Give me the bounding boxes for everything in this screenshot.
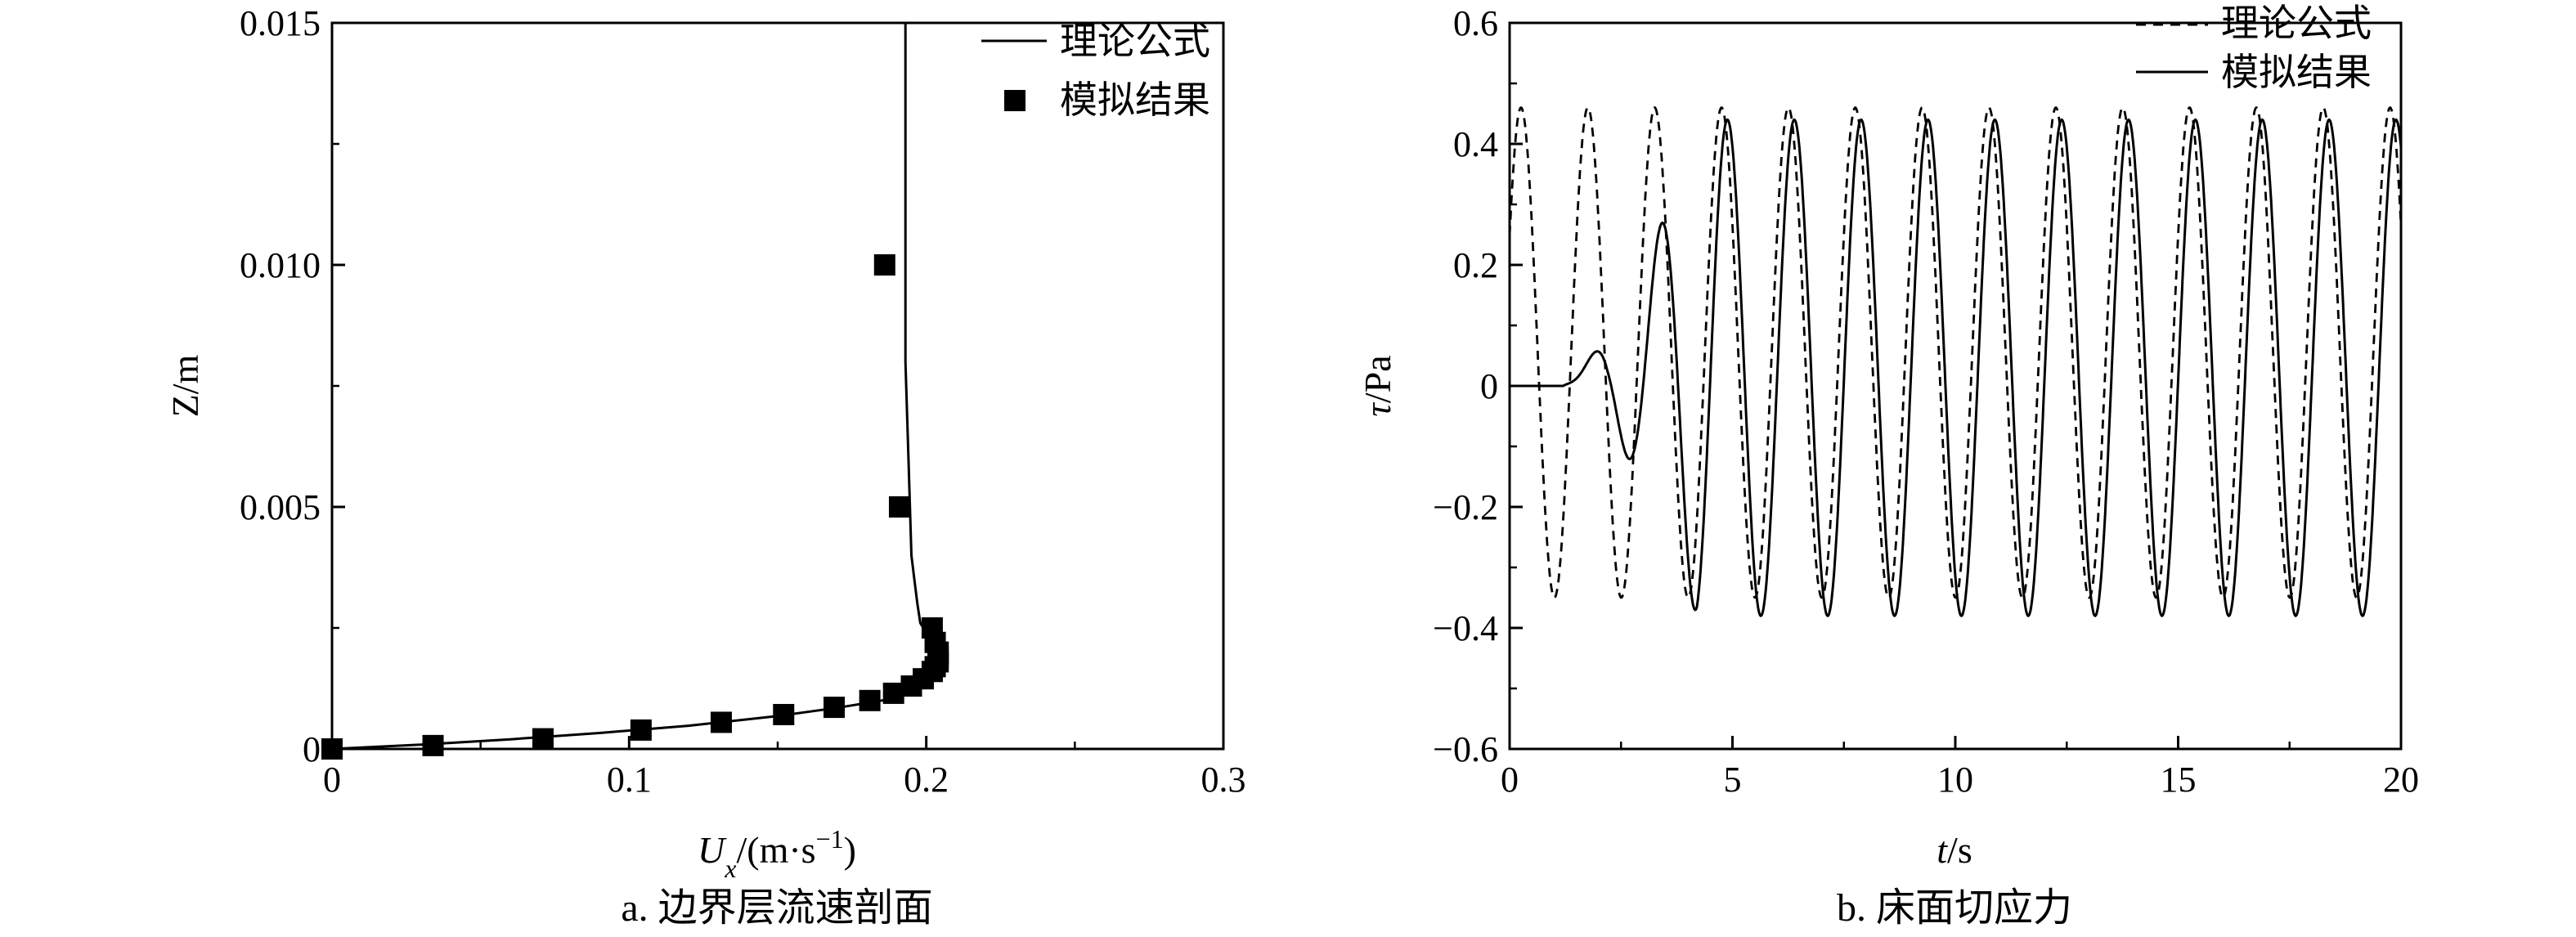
panel-b-series-theory-line xyxy=(1508,106,2403,599)
panel-a-simulation-point xyxy=(773,703,795,725)
panel-a-simulation-point xyxy=(888,496,910,518)
panel-b-x-ticks: 0 5 10 15 20 xyxy=(1501,736,2419,800)
panel-a-plot-frame xyxy=(330,21,1225,751)
panel-b-bed-shear-stress: 0 5 10 15 20 −0.6 −0.4 −0.2 0 0.2 0.4 0.6 τ/Pa t/s… xyxy=(1357,2,2419,930)
panel-a-x-label-rest: /(m·s xyxy=(736,829,815,871)
panel-a-x-tick-label: 0.1 xyxy=(607,760,652,800)
panel-b-legend-label-theory: 理论公式 xyxy=(2221,2,2372,44)
panel-a-legend-square-swatch xyxy=(1004,90,1025,111)
panel-b-x-tick-label: 5 xyxy=(1724,760,1742,800)
panel-b-y-tick-label: 0.6 xyxy=(1453,3,1498,43)
panel-b-x-label-rest: /s xyxy=(1947,829,1972,871)
panel-a-plot-area xyxy=(321,23,949,760)
panel-a-y-tick-label: 0.010 xyxy=(240,245,321,285)
panel-b-y-tick-label: 0.2 xyxy=(1453,245,1498,285)
panel-a-simulation-point xyxy=(710,711,732,733)
panel-a-x-label-main: U xyxy=(698,829,727,871)
panel-b-y-tick-label: 0.4 xyxy=(1453,124,1498,164)
panel-a-simulation-point xyxy=(321,738,343,760)
panel-a-legend-label-theory: 理论公式 xyxy=(1060,20,1210,62)
panel-b-x-tick-label: 10 xyxy=(1937,760,1973,800)
panel-b-x-label-main: t xyxy=(1936,829,1948,871)
panel-b-x-axis-label: t/s xyxy=(1936,829,1972,871)
panel-a-simulation-point xyxy=(921,617,943,639)
panel-a-legend: 理论公式 模拟结果 xyxy=(981,20,1210,121)
panel-a-simulation-point xyxy=(873,254,895,276)
panel-a-caption: a. 边界层流速剖面 xyxy=(621,886,932,930)
panel-b-x-tick-label: 20 xyxy=(2383,760,2419,800)
panel-a-boundary-layer-profile: 0 0.1 0.2 0.3 0 0.005 0.010 0.015 Z/m Ux/(m·s−… xyxy=(164,3,1246,930)
panel-b-plot-area xyxy=(1508,106,2403,618)
panel-a-x-label-sub: x xyxy=(724,854,736,883)
panel-a-x-axis-label: Ux/(m·s−1) xyxy=(698,824,856,883)
panel-a-simulation-point xyxy=(859,689,881,711)
panel-b-y-tick-label: 0 xyxy=(1480,366,1498,406)
panel-b-legend: 理论公式 模拟结果 xyxy=(2136,2,2372,93)
panel-a-simulation-point xyxy=(630,719,652,741)
panel-a-series-theory-line xyxy=(331,23,945,751)
panel-b-x-tick-label: 0 xyxy=(1501,760,1519,800)
panel-a-x-label-sup: −1 xyxy=(816,824,844,854)
panel-a-x-label-end: ) xyxy=(844,829,856,871)
panel-b-legend-label-simulation: 模拟结果 xyxy=(2221,52,2372,93)
panel-a-simulation-point xyxy=(532,728,554,750)
panel-a-y-tick-label: 0.015 xyxy=(240,3,321,43)
panel-a-simulation-point xyxy=(422,734,444,756)
panel-b-x-tick-label: 15 xyxy=(2161,760,2197,800)
panel-b-y-label-rest: /Pa xyxy=(1357,355,1398,403)
panel-b-series-simulation-line xyxy=(1510,118,2403,618)
panel-a-y-ticks: 0 0.005 0.010 0.015 xyxy=(240,3,345,769)
panel-a-simulation-point xyxy=(824,697,846,719)
panel-b-y-ticks: −0.6 −0.4 −0.2 0 0.2 0.4 0.6 xyxy=(1433,3,1523,769)
panel-a-x-tick-label: 0.3 xyxy=(1201,760,1246,800)
panel-a-x-ticks: 0 0.1 0.2 0.3 xyxy=(323,736,1246,800)
panel-a-y-axis-label: Z/m xyxy=(164,354,206,417)
panel-b-y-tick-label: −0.4 xyxy=(1433,608,1498,648)
panel-a-x-tick-label: 0.2 xyxy=(904,760,949,800)
panel-b-caption: b. 床面切应力 xyxy=(1837,886,2072,930)
panel-a-legend-label-simulation: 模拟结果 xyxy=(1060,79,1210,121)
panel-b-y-tick-label: −0.2 xyxy=(1433,487,1498,527)
panel-b-y-tick-label: −0.6 xyxy=(1433,729,1498,769)
panel-a-y-tick-label: 0.005 xyxy=(240,487,321,527)
panel-a-y-tick-label: 0 xyxy=(303,729,321,769)
panel-b-y-axis-label: τ/Pa xyxy=(1357,355,1398,416)
panel-b-y-label-main: τ xyxy=(1357,402,1398,417)
panel-a-simulation-point xyxy=(882,682,904,704)
panel-a-x-tick-label: 0 xyxy=(323,760,341,800)
